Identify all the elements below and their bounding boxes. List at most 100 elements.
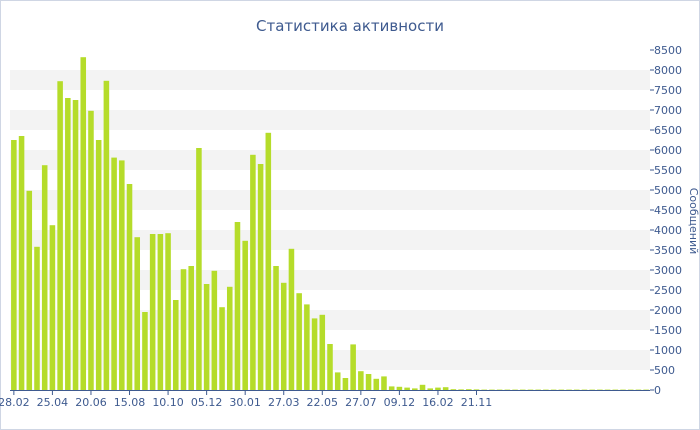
bar [535,389,541,391]
bar [573,389,580,391]
x-tick-label: 22.05 [307,396,339,409]
bar [11,140,17,390]
bar [65,98,71,390]
bar [566,389,572,391]
bar [543,389,549,391]
bar [72,100,79,390]
bar [234,222,241,390]
x-tick-label: 27.03 [268,396,300,409]
y-tick-label: 500 [654,364,675,377]
bar [481,389,487,391]
x-tick-label: 05.12 [191,396,223,409]
bar [496,389,503,391]
x-tick-label: 21.11 [461,396,493,409]
bar [412,388,418,390]
y-tick-label: 4500 [654,204,682,217]
bar [188,266,194,390]
bar-series [11,57,649,391]
x-tick-label: 20.06 [75,396,107,409]
bar [280,282,287,390]
bar [450,389,457,390]
y-tick-label: 5500 [654,164,682,177]
bar [635,389,642,391]
x-tick-label: 25.04 [37,396,69,409]
grid-band [10,110,650,130]
x-tick-label: 27.07 [345,396,377,409]
y-tick-label: 3000 [654,264,682,277]
bar [612,389,619,391]
bar [26,190,33,390]
y-tick-label: 4000 [654,224,682,237]
bar [34,246,40,390]
bar [358,371,364,390]
y-axis-label: Сообщений [687,188,700,255]
chart-title: Статистика активности [256,17,444,35]
y-tick-label: 0 [654,384,661,397]
bar [350,344,356,390]
grid-band [10,70,650,90]
grid-band [10,150,650,170]
bar [142,312,148,390]
y-tick-label: 8000 [654,64,682,77]
bar [126,184,133,390]
bar [519,389,526,391]
x-tick-label: 09.12 [384,396,416,409]
bar [304,304,310,390]
bar [242,240,248,390]
bar [41,165,48,390]
y-tick-label: 8500 [654,44,682,57]
bar [473,389,480,390]
y-tick-label: 3500 [654,244,682,257]
bar [334,372,341,390]
bar [327,344,333,390]
bar [196,148,202,390]
bar [342,378,349,390]
bar [250,154,256,390]
bar [365,374,372,390]
bar [504,389,511,391]
bar [226,286,233,390]
bar [381,376,387,390]
bar [466,389,472,390]
bar [597,389,603,391]
bar [18,136,25,390]
bar [288,248,295,390]
bar [80,57,87,390]
y-tick-label: 6000 [654,144,682,157]
bar [581,389,588,391]
bar [435,387,441,390]
y-tick-label: 2500 [654,284,682,297]
y-tick-label: 2000 [654,304,682,317]
bar [88,110,94,391]
bar [273,266,279,390]
bar [111,157,117,390]
bar [157,234,164,390]
bar [57,81,63,390]
y-tick-label: 7500 [654,84,682,97]
x-tick-label: 15.08 [114,396,146,409]
bar [419,384,426,390]
x-axis: 28.02 25.04 20.06 15.08 10.10 05.12 30.01 27.03… [0,390,650,409]
bar [211,270,218,390]
x-tick-label: 16.02 [422,396,454,409]
bar [95,140,102,390]
y-tick-label: 5000 [654,184,682,197]
bar [458,389,464,390]
grid-band [10,190,650,210]
y-tick-label: 7000 [654,104,682,117]
bar [604,389,611,391]
y-tick-label: 1000 [654,344,682,357]
bar [550,389,557,391]
bar [203,284,210,390]
x-tick-label: 30.01 [229,396,261,409]
x-tick-label: 28.02 [0,396,30,409]
bar [373,378,380,390]
bar [311,318,318,390]
bar [620,389,626,391]
bar [442,387,449,390]
bar [173,300,179,390]
bar [643,389,649,391]
bar [265,132,272,391]
bar [388,386,395,390]
